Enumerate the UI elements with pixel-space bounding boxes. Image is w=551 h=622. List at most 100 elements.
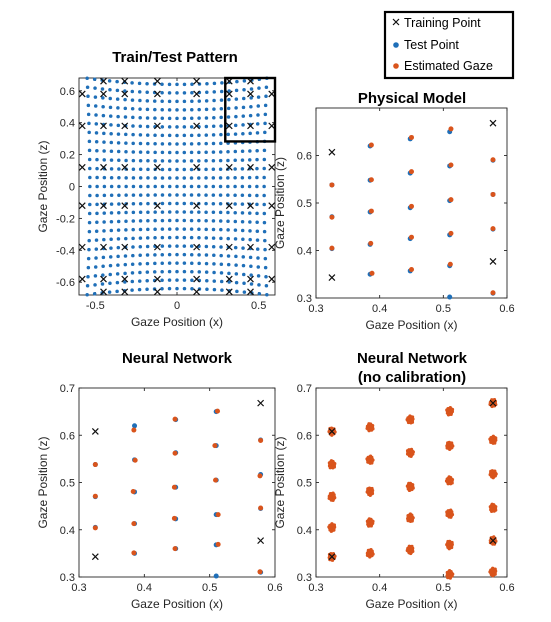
- test-point: [255, 220, 259, 225]
- estimated-point: [132, 457, 138, 463]
- estimated-point: [405, 452, 410, 456]
- estimated-point: [444, 479, 449, 483]
- x-tick-label: 0.5: [436, 303, 451, 315]
- test-point: [138, 210, 143, 215]
- test-point: [256, 95, 261, 99]
- estimated-point: [366, 548, 370, 552]
- y-tick-label: 0.6: [297, 430, 312, 442]
- y-tick-label: 0.4: [297, 246, 312, 258]
- estimated-point: [172, 546, 178, 552]
- estimated-point: [330, 558, 335, 562]
- test-point: [160, 235, 165, 240]
- estimated-point: [446, 576, 450, 580]
- test-point: [138, 244, 143, 249]
- chart-title: Neural Network: [357, 350, 468, 367]
- test-point: [109, 246, 113, 250]
- y-tick-label: 0.3: [297, 572, 312, 584]
- test-point: [145, 107, 150, 112]
- test-point: [130, 271, 135, 275]
- test-point: [92, 292, 97, 296]
- test-point: [160, 218, 165, 223]
- training-point: [225, 122, 233, 130]
- test-point: [263, 112, 268, 117]
- estimated-point: [369, 270, 375, 276]
- test-point: [108, 255, 113, 259]
- test-point: [263, 121, 267, 126]
- test-point: [248, 158, 252, 162]
- estimated-point: [331, 498, 335, 503]
- test-point: [226, 106, 231, 111]
- y-tick-label: 0.6: [60, 86, 75, 98]
- test-point: [249, 96, 253, 100]
- test-point: [87, 148, 92, 153]
- test-point: [93, 86, 97, 90]
- estimated-point: [368, 142, 374, 148]
- test-point: [218, 158, 223, 163]
- test-point: [226, 184, 230, 189]
- test-point: [138, 133, 143, 137]
- test-point: [124, 193, 128, 197]
- test-point: [234, 88, 239, 93]
- estimated-point: [410, 544, 414, 548]
- test-point: [218, 219, 223, 223]
- test-point: [131, 158, 136, 163]
- test-point: [138, 141, 143, 146]
- test-point: [130, 89, 135, 94]
- test-point: [211, 176, 216, 180]
- test-point: [109, 193, 114, 198]
- y-tick-label: 0.4: [297, 525, 312, 537]
- test-point: [219, 227, 223, 232]
- test-point: [102, 184, 107, 189]
- test-point: [182, 176, 187, 180]
- y-axis-label: Gaze Position (z): [36, 140, 50, 232]
- estimated-point: [411, 450, 415, 454]
- test-point: [233, 149, 238, 154]
- test-point: [190, 108, 194, 112]
- test-point: [240, 167, 245, 171]
- estimated-cluster: [406, 512, 415, 524]
- test-point: [153, 236, 157, 240]
- test-point: [247, 193, 252, 198]
- test-point: [264, 85, 269, 90]
- estimated-point: [367, 429, 371, 433]
- test-point: [130, 81, 134, 85]
- estimated-point: [172, 450, 178, 456]
- training-point: [225, 275, 233, 283]
- test-point: [233, 219, 238, 224]
- training-point: [100, 77, 107, 85]
- test-point: [167, 201, 172, 206]
- test-point: [248, 211, 252, 215]
- test-point: [182, 218, 187, 223]
- test-point: [262, 166, 266, 171]
- test-point: [205, 90, 209, 95]
- test-point: [233, 176, 237, 180]
- test-point: [255, 166, 259, 171]
- estimated-point: [409, 454, 413, 458]
- estimated-point: [490, 502, 494, 506]
- x-tick-label: 0.5: [202, 582, 217, 594]
- estimated-point: [329, 529, 333, 533]
- test-point: [138, 201, 143, 206]
- test-point: [124, 176, 128, 180]
- estimated-point: [488, 505, 492, 509]
- estimated-point: [405, 484, 409, 488]
- test-point: [218, 210, 223, 215]
- test-point: [204, 270, 209, 274]
- test-point: [145, 99, 150, 103]
- test-point: [234, 97, 239, 101]
- estimated-cluster: [327, 522, 337, 533]
- test-point: [95, 148, 99, 153]
- y-tick-label: 0.7: [297, 383, 312, 395]
- estimated-point: [332, 465, 337, 469]
- estimated-point: [408, 414, 412, 418]
- test-point: [160, 133, 165, 138]
- training-point: [121, 163, 129, 171]
- test-point: [218, 184, 223, 189]
- estimated-point: [409, 203, 414, 209]
- test-point: [167, 252, 172, 257]
- test-point: [167, 184, 172, 189]
- estimated-point: [329, 459, 334, 463]
- training-point: [193, 122, 201, 130]
- test-point: [160, 287, 164, 291]
- estimated-point: [368, 493, 372, 497]
